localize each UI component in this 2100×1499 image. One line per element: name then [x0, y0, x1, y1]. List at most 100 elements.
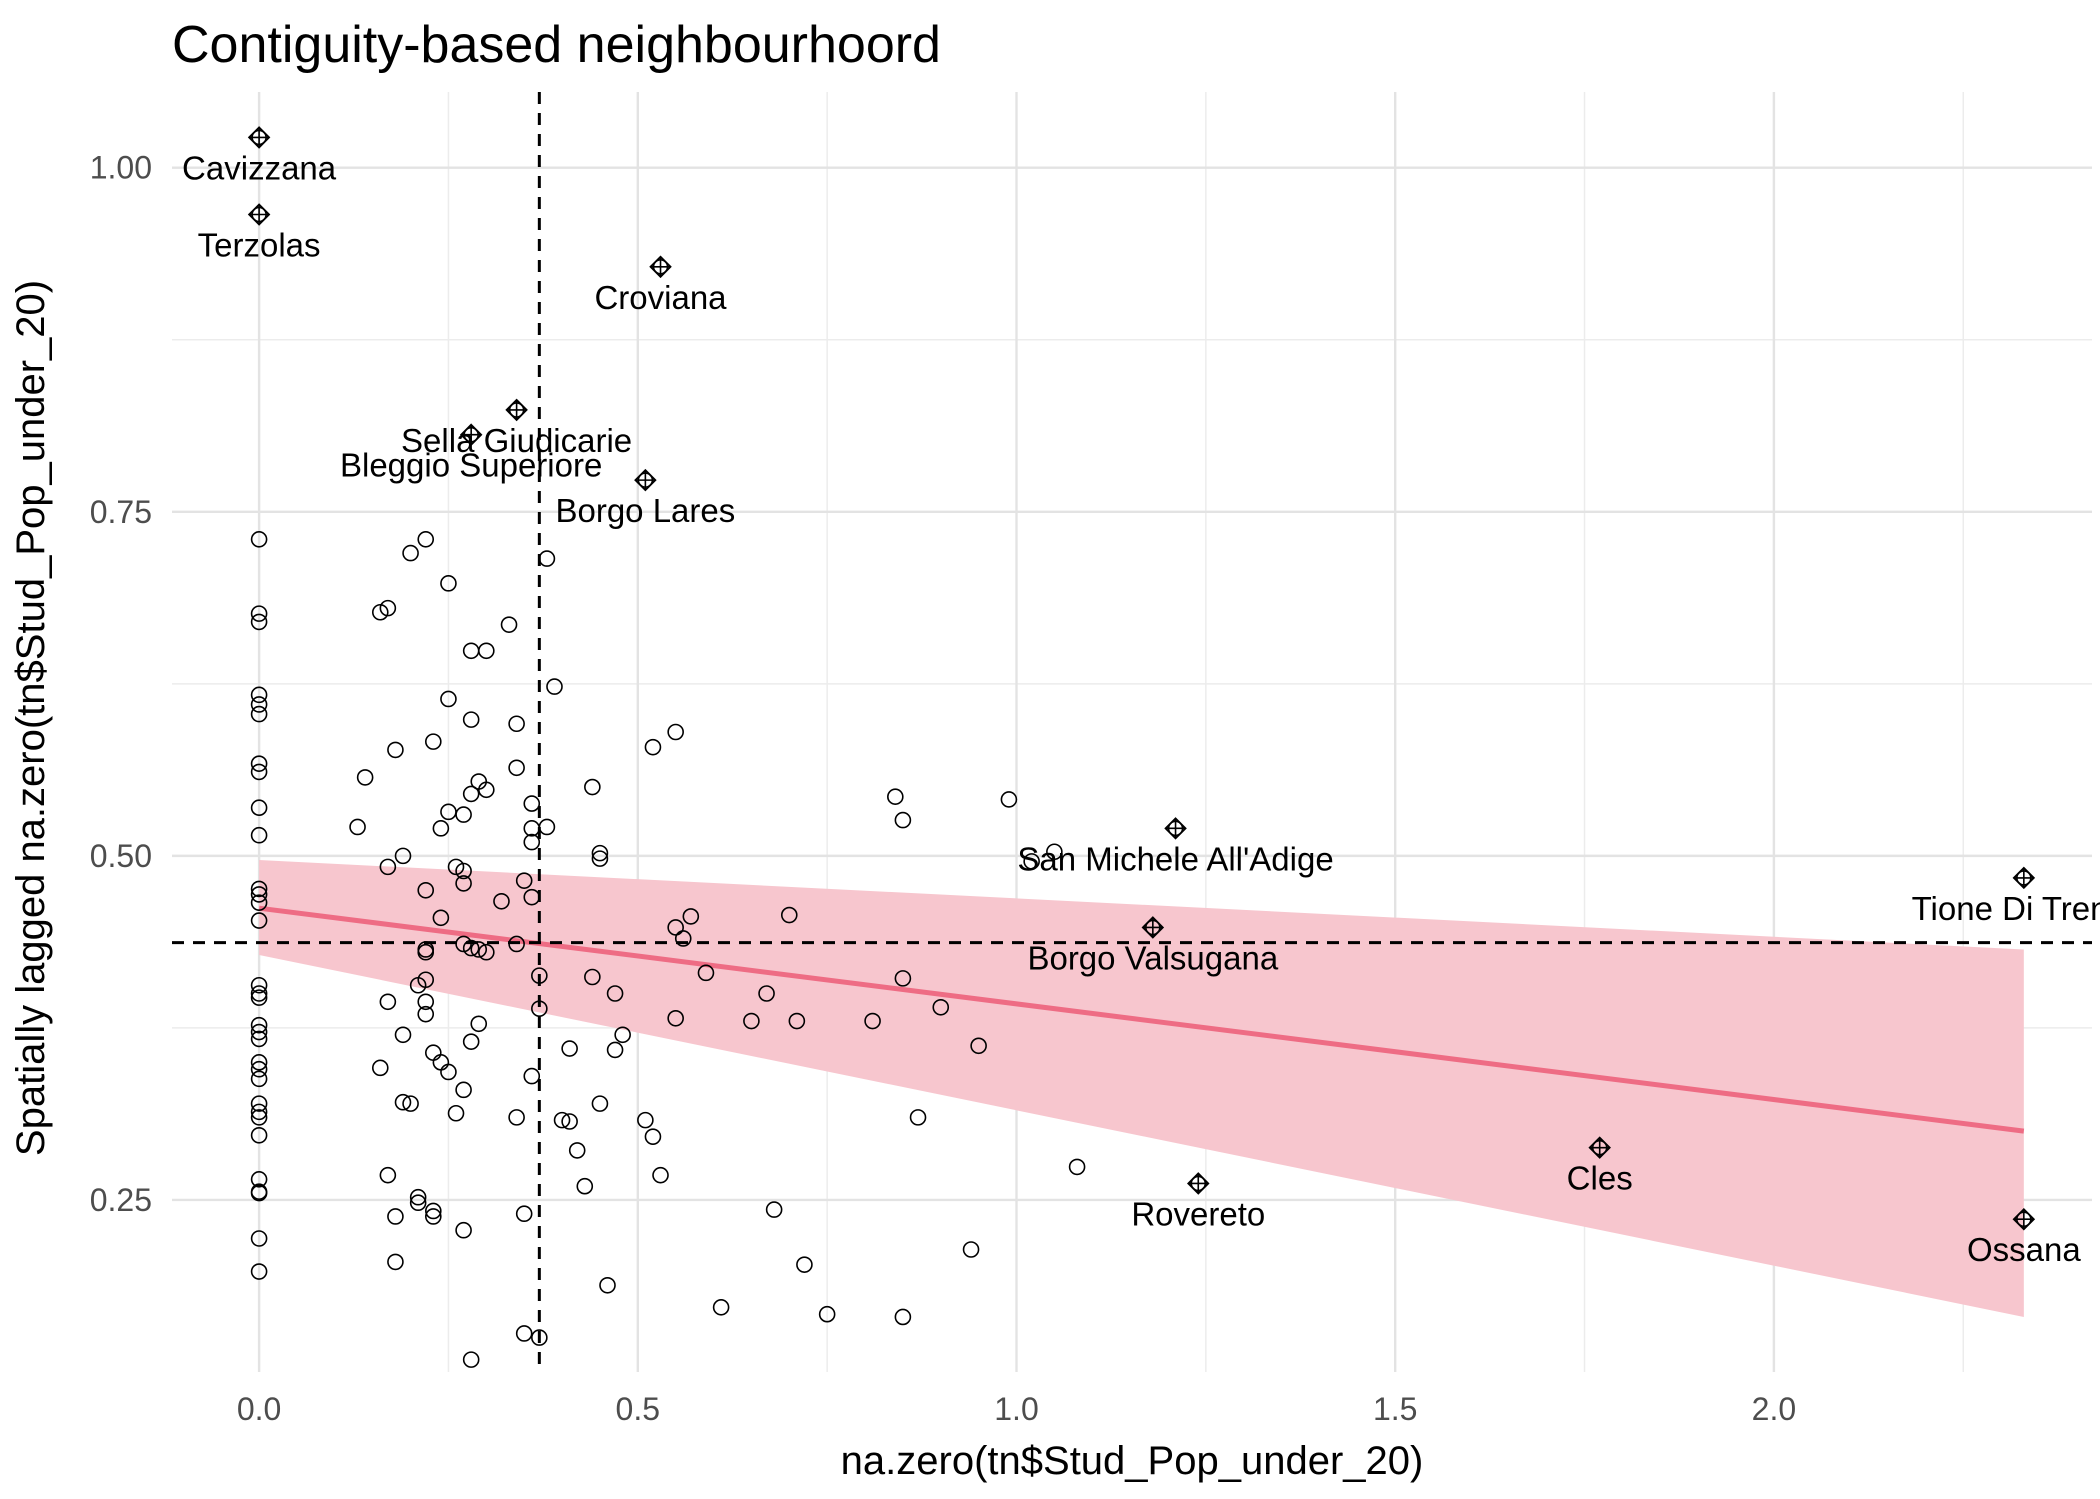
- data-point: [743, 1012, 760, 1030]
- point-label: San Michele All'Adige: [1017, 840, 1333, 877]
- data-point: [417, 1005, 435, 1023]
- point-label: Borgo Lares: [555, 492, 735, 529]
- data-point: [250, 1023, 268, 1041]
- data-point: [387, 741, 404, 759]
- data-point: [379, 599, 397, 617]
- data-point: [546, 678, 563, 695]
- data-point: [250, 1103, 268, 1121]
- x-tick-label: 0.5: [616, 1391, 660, 1427]
- data-point: [712, 1299, 730, 1316]
- data-point: [462, 785, 480, 803]
- data-point: [780, 906, 798, 924]
- confidence-band-area: [259, 860, 2024, 1317]
- data-point: [523, 833, 541, 851]
- data-point: [606, 1041, 624, 1059]
- data-point: [500, 616, 518, 633]
- data-point: [606, 985, 624, 1002]
- data-point: [894, 811, 912, 829]
- influential-point: [459, 423, 483, 446]
- mean-reference-lines: [172, 92, 2092, 1372]
- data-point: [523, 795, 541, 812]
- data-point: [250, 1171, 268, 1188]
- data-point: [1046, 843, 1063, 861]
- data-point: [409, 1194, 427, 1212]
- data-point: [250, 613, 268, 631]
- y-axis-label: Spatially lagged na.zero(tn$Stud_Pop_und…: [9, 280, 53, 1156]
- data-point: [250, 1095, 268, 1112]
- data-point: [417, 971, 435, 989]
- y-tick-label: 0.25: [90, 1182, 152, 1218]
- data-point: [561, 1040, 578, 1057]
- data-point: [417, 993, 435, 1011]
- data-point: [682, 908, 700, 925]
- data-point: [568, 1142, 586, 1159]
- data-point: [508, 935, 525, 953]
- data-point: [538, 550, 556, 567]
- data-point: [1000, 791, 1018, 808]
- influential-point: [1588, 1136, 1611, 1159]
- data-point: [508, 759, 525, 777]
- data-point: [250, 531, 268, 548]
- data-point: [644, 1128, 662, 1145]
- data-point: [250, 1126, 268, 1144]
- data-point: [250, 696, 268, 713]
- x-tick-labels: 0.0 0.5 1.0 1.5 2.0: [237, 1391, 1796, 1427]
- data-point: [394, 1026, 412, 1044]
- data-point: [652, 1166, 669, 1184]
- influential-point: [634, 468, 657, 492]
- data-point: [379, 1166, 397, 1184]
- data-point: [478, 781, 495, 799]
- data-point: [387, 1208, 404, 1225]
- data-point: [614, 1026, 631, 1044]
- data-point: [818, 1305, 836, 1323]
- data-point: [887, 788, 904, 805]
- data-point: [591, 1095, 609, 1112]
- data-point: [440, 1063, 457, 1081]
- data-point: [765, 1201, 783, 1218]
- regression-line: [258, 905, 2025, 1134]
- y-tick-label: 0.75: [90, 494, 152, 530]
- data-point: [584, 778, 601, 796]
- data-point: [644, 738, 662, 756]
- point-label: Croviana: [594, 279, 727, 316]
- data-point: [523, 1067, 541, 1085]
- data-point: [462, 939, 480, 957]
- data-point: [371, 1059, 389, 1077]
- influential-point: [1141, 916, 1165, 939]
- influential-point: [1186, 1172, 1210, 1195]
- data-point: [515, 872, 533, 889]
- data-point: [250, 1054, 268, 1071]
- point-label: Rovereto: [1131, 1195, 1265, 1232]
- data-point: [932, 998, 950, 1016]
- data-point: [970, 1037, 987, 1055]
- data-point: [250, 1184, 268, 1202]
- data-point: [250, 763, 268, 781]
- x-tick-label: 2.0: [1752, 1391, 1796, 1427]
- data-point: [909, 1109, 927, 1126]
- data-point: [462, 711, 480, 728]
- data-point: [758, 985, 775, 1002]
- data-point: [599, 1276, 616, 1294]
- data-point: [250, 989, 268, 1006]
- influential-point: [649, 255, 672, 279]
- data-point: [250, 1230, 268, 1247]
- data-point: [462, 1351, 480, 1368]
- point-label: Cavizzana: [182, 149, 337, 186]
- point-label: Bleggio Superiore: [340, 447, 602, 484]
- x-tick-label: 1.5: [1373, 1391, 1417, 1427]
- data-point: [576, 1177, 594, 1195]
- data-point: [349, 818, 366, 836]
- data-point: [591, 850, 609, 867]
- data-point: [538, 818, 556, 836]
- data-point: [250, 880, 268, 898]
- influential-points: Cavizzana Terzolas Croviana Sella Giudicari…: [182, 126, 2100, 1268]
- data-point: [493, 892, 510, 910]
- data-point: [417, 943, 435, 961]
- data-point: [667, 723, 684, 741]
- data-point: [962, 1241, 980, 1258]
- confidence-band: [258, 860, 2025, 1317]
- data-point: [250, 976, 268, 994]
- x-tick-label: 1.0: [994, 1391, 1038, 1427]
- point-label: Ossana: [1967, 1231, 2081, 1268]
- data-point: [402, 544, 419, 562]
